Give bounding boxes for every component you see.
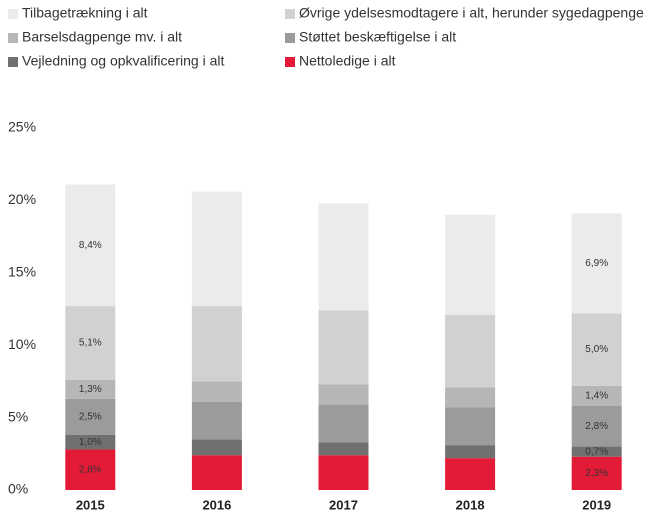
- bar-segment: [318, 203, 369, 311]
- data-label: 5,1%: [79, 338, 102, 349]
- bar-segment: [191, 401, 242, 440]
- bar-segment: [191, 455, 242, 490]
- bar-segment: [318, 384, 369, 405]
- bar-segment: [191, 191, 242, 307]
- bar-segment: [445, 214, 496, 315]
- legend-label: Tilbagetrækning i alt: [22, 5, 148, 21]
- bar-segment: [571, 313, 622, 386]
- y-tick-label: 10%: [8, 336, 36, 352]
- bar-segment: [318, 310, 369, 385]
- x-tick-label: 2015: [76, 497, 105, 512]
- bar-segment: [191, 306, 242, 382]
- y-tick-label: 5%: [8, 408, 28, 424]
- data-label: 2,3%: [585, 468, 608, 479]
- legend-swatch: [8, 33, 18, 43]
- data-label: 1,3%: [79, 384, 102, 395]
- bar-segment: [445, 407, 496, 446]
- bar-segment: [445, 445, 496, 459]
- data-label: 8,4%: [79, 240, 102, 251]
- bar-segment: [445, 314, 496, 388]
- x-tick-label: 2017: [329, 497, 358, 512]
- bar-segment: [571, 385, 622, 407]
- x-tick-label: 2018: [456, 497, 485, 512]
- legend-label: Nettoledige i alt: [299, 53, 396, 69]
- bar-segment: [65, 434, 116, 450]
- data-label: 1,0%: [79, 437, 102, 448]
- bar-segment: [191, 381, 242, 402]
- data-label: 1,4%: [585, 391, 608, 402]
- bar-segment: [445, 458, 496, 490]
- x-tick-label: 2016: [202, 497, 231, 512]
- x-tick-label: 2019: [582, 497, 611, 512]
- bar-segment: [445, 387, 496, 408]
- y-tick-label: 0%: [8, 481, 28, 497]
- y-tick-label: 25%: [8, 119, 36, 135]
- bar-segment: [318, 404, 369, 443]
- bar-segment: [571, 446, 622, 457]
- legend-label: Barselsdagpenge mv. i alt: [22, 29, 182, 45]
- bar-segment: [571, 213, 622, 314]
- y-tick-label: 15%: [8, 264, 36, 280]
- data-label: 2,8%: [79, 464, 102, 475]
- bar-segment: [318, 455, 369, 490]
- legend-swatch: [8, 9, 18, 19]
- bar-segment: [318, 442, 369, 456]
- bar-segment: [65, 398, 116, 435]
- data-label: 2,5%: [79, 412, 102, 423]
- data-label: 0,7%: [585, 446, 608, 457]
- legend-label: Øvrige ydelsesmodtagere i alt, herunder …: [299, 5, 644, 21]
- legend-swatch: [285, 9, 295, 19]
- bar-segment: [191, 439, 242, 456]
- legend-swatch: [8, 57, 18, 67]
- legend-swatch: [285, 57, 295, 67]
- legend-label: Vejledning og opkvalificering i alt: [22, 53, 224, 69]
- bar-segment: [65, 449, 116, 490]
- bar-segment: [65, 306, 116, 380]
- data-label: 5,0%: [585, 344, 608, 355]
- data-label: 6,9%: [585, 258, 608, 269]
- legend-label: Støttet beskæftigelse i alt: [299, 29, 456, 45]
- y-tick-label: 20%: [8, 191, 36, 207]
- bar-segment: [65, 184, 116, 307]
- bar-segment: [65, 379, 116, 399]
- bar-segment: [571, 406, 622, 447]
- legend-swatch: [285, 33, 295, 43]
- bar-segment: [571, 456, 622, 490]
- data-label: 2,8%: [585, 421, 608, 432]
